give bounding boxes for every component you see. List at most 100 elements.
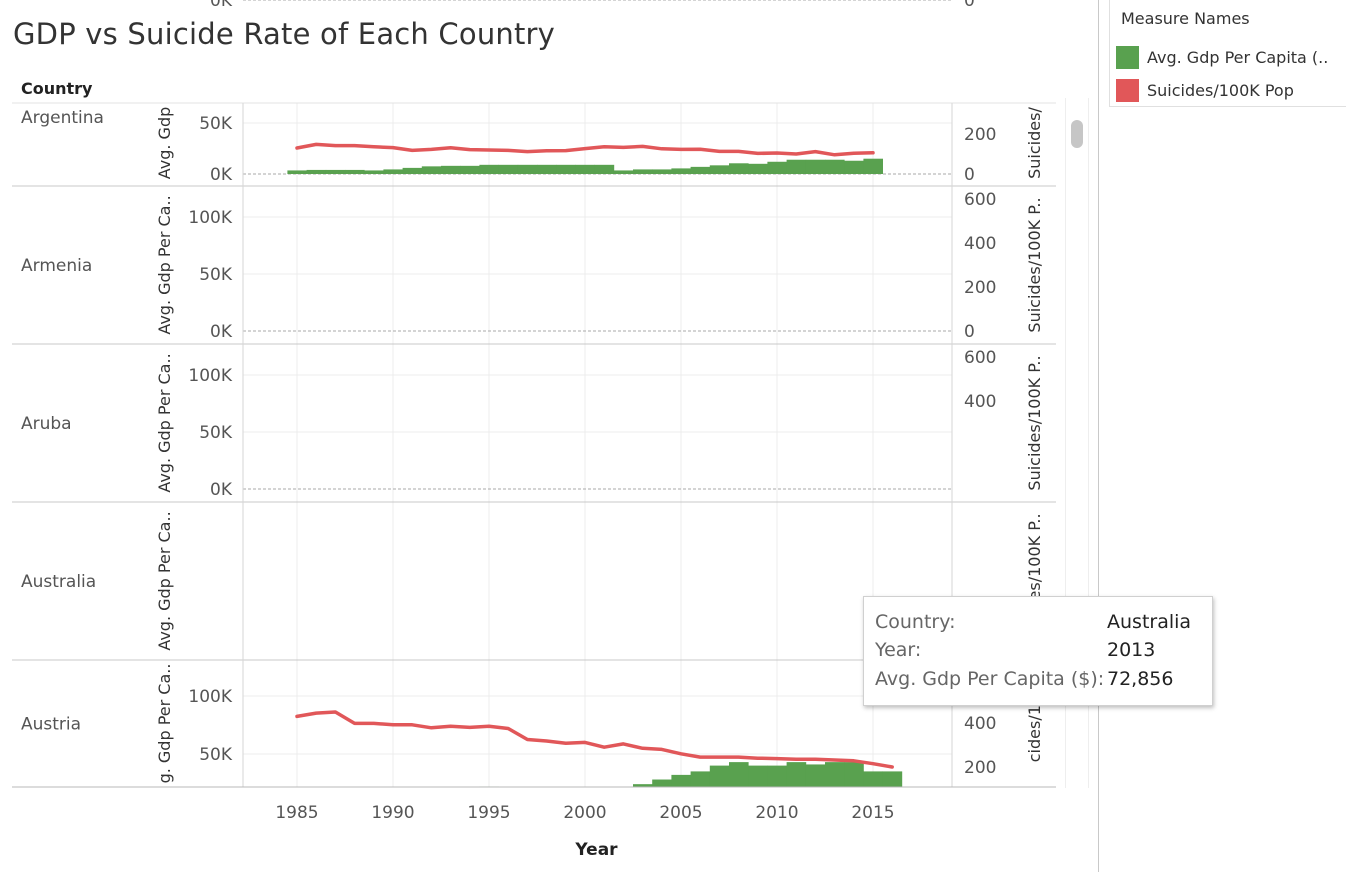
gdp-bar[interactable] bbox=[690, 166, 711, 174]
right-tick-label: 200 bbox=[964, 758, 996, 778]
gdp-bar[interactable] bbox=[441, 468, 461, 489]
gdp-bar[interactable] bbox=[595, 465, 615, 489]
gdp-bar[interactable] bbox=[499, 462, 519, 489]
gdp-bar[interactable] bbox=[595, 306, 615, 331]
gdp-bar[interactable] bbox=[671, 774, 691, 787]
gdp-bar[interactable] bbox=[748, 765, 768, 787]
gdp-bar[interactable] bbox=[633, 169, 653, 174]
gdp-bar[interactable] bbox=[786, 159, 807, 174]
gdp-bar[interactable] bbox=[306, 169, 327, 174]
gdp-bar[interactable] bbox=[690, 771, 711, 787]
gdp-bar[interactable] bbox=[537, 164, 557, 174]
chart-area[interactable]: 0K 50K 0 200 Argentina Avg. Gdp Suicides/0K 50K… bbox=[0, 0, 1098, 872]
gdp-bar[interactable] bbox=[844, 160, 864, 174]
gdp-bar[interactable] bbox=[518, 461, 538, 490]
gdp-bar[interactable] bbox=[517, 164, 538, 174]
gdp-bar[interactable] bbox=[787, 303, 807, 332]
legend-label-gdp: Avg. Gdp Per Capita (.. bbox=[1147, 47, 1329, 67]
legend-item-suicides[interactable]: Suicides/100K Pop bbox=[1116, 78, 1294, 102]
gdp-bar[interactable] bbox=[844, 762, 864, 787]
right-tick-label: 400 bbox=[964, 234, 996, 254]
gdp-bar[interactable] bbox=[729, 430, 749, 489]
legend-item-gdp[interactable]: Avg. Gdp Per Capita (.. bbox=[1116, 45, 1328, 69]
gdp-bar[interactable] bbox=[345, 472, 365, 489]
gdp-bar[interactable] bbox=[863, 771, 883, 787]
gdp-bar[interactable] bbox=[307, 474, 327, 489]
gdp-bar[interactable] bbox=[652, 306, 672, 331]
gdp-bar[interactable] bbox=[748, 303, 768, 332]
gdp-bar[interactable] bbox=[422, 467, 442, 489]
left-axis-title: Avg. Gdp Per Ca.. bbox=[155, 353, 174, 492]
gdp-bar[interactable] bbox=[671, 168, 691, 174]
scrollbar-thumb[interactable] bbox=[1071, 120, 1083, 148]
gdp-bar[interactable] bbox=[383, 169, 403, 174]
gdp-bar[interactable] bbox=[748, 438, 768, 489]
gdp-bar[interactable] bbox=[805, 159, 826, 174]
tooltip-value: Australia bbox=[1107, 611, 1192, 633]
tooltip-key: Country: bbox=[875, 611, 956, 633]
gdp-bar[interactable] bbox=[729, 762, 749, 787]
gdp-bar[interactable] bbox=[556, 164, 576, 174]
gdp-bar[interactable] bbox=[287, 170, 307, 174]
gdp-bar[interactable] bbox=[767, 765, 787, 787]
gdp-bar[interactable] bbox=[805, 764, 826, 787]
gdp-bar[interactable] bbox=[403, 467, 423, 489]
gdp-bar[interactable] bbox=[882, 771, 903, 787]
right-tick-label: 600 bbox=[964, 348, 996, 368]
gdp-bar[interactable] bbox=[844, 414, 864, 489]
gdp-bar[interactable] bbox=[691, 304, 711, 331]
suicides-line[interactable] bbox=[489, 267, 796, 331]
selected-gdp-bar[interactable] bbox=[825, 406, 844, 489]
gdp-bar[interactable] bbox=[767, 161, 787, 174]
gdp-bar[interactable] bbox=[460, 466, 480, 489]
gdp-bar[interactable] bbox=[613, 170, 634, 174]
gdp-bar[interactable] bbox=[633, 457, 653, 489]
gdp-bar[interactable] bbox=[863, 158, 883, 174]
gdp-bar[interactable] bbox=[748, 163, 768, 174]
gdp-bar[interactable] bbox=[825, 159, 845, 174]
gdp-bar[interactable] bbox=[326, 474, 346, 489]
gdp-bar[interactable] bbox=[710, 440, 730, 489]
gdp-bar[interactable] bbox=[345, 169, 365, 174]
gdp-bar[interactable] bbox=[421, 166, 442, 174]
x-axis-title: Year bbox=[574, 840, 618, 860]
row-header-country[interactable]: Country bbox=[21, 79, 93, 98]
gdp-bar[interactable] bbox=[556, 307, 576, 331]
country-label: Austria bbox=[21, 715, 81, 735]
gdp-bar[interactable] bbox=[652, 779, 672, 787]
gdp-bar[interactable] bbox=[479, 164, 499, 174]
gdp-bar[interactable] bbox=[633, 306, 653, 331]
gdp-bar[interactable] bbox=[594, 164, 615, 174]
gdp-bar[interactable] bbox=[710, 300, 730, 331]
gdp-bar[interactable] bbox=[652, 169, 672, 174]
gdp-bar[interactable] bbox=[806, 409, 826, 489]
suicides-line[interactable] bbox=[295, 710, 894, 769]
left-tick-label: 100K bbox=[188, 687, 232, 707]
gdp-bar[interactable] bbox=[787, 414, 807, 489]
gdp-bar[interactable] bbox=[825, 406, 845, 489]
gdp-bar[interactable] bbox=[691, 446, 711, 489]
right-tick-label: 0 bbox=[964, 0, 975, 11]
gdp-bar[interactable] bbox=[709, 165, 730, 174]
gdp-bar[interactable] bbox=[402, 167, 423, 174]
gdp-bar[interactable] bbox=[614, 306, 634, 331]
gdp-bar[interactable] bbox=[729, 163, 749, 174]
gdp-bar[interactable] bbox=[460, 165, 480, 174]
gdp-bar[interactable] bbox=[441, 165, 461, 174]
gdp-bar[interactable] bbox=[364, 170, 384, 174]
gdp-bar[interactable] bbox=[537, 464, 557, 489]
gdp-bar[interactable] bbox=[614, 463, 634, 489]
gdp-bar[interactable] bbox=[652, 453, 672, 489]
panel-marks bbox=[295, 710, 903, 787]
gdp-bar[interactable] bbox=[729, 299, 749, 331]
suicides-line[interactable] bbox=[295, 142, 875, 157]
gdp-bar[interactable] bbox=[364, 467, 384, 489]
gdp-bar[interactable] bbox=[556, 464, 576, 489]
gdp-bar[interactable] bbox=[825, 762, 845, 787]
gdp-bar[interactable] bbox=[633, 784, 653, 787]
gdp-bar[interactable] bbox=[575, 164, 595, 174]
gdp-bar[interactable] bbox=[786, 762, 807, 787]
gdp-bar[interactable] bbox=[498, 164, 519, 174]
gdp-bar[interactable] bbox=[325, 169, 346, 174]
gdp-bar[interactable] bbox=[709, 765, 730, 787]
